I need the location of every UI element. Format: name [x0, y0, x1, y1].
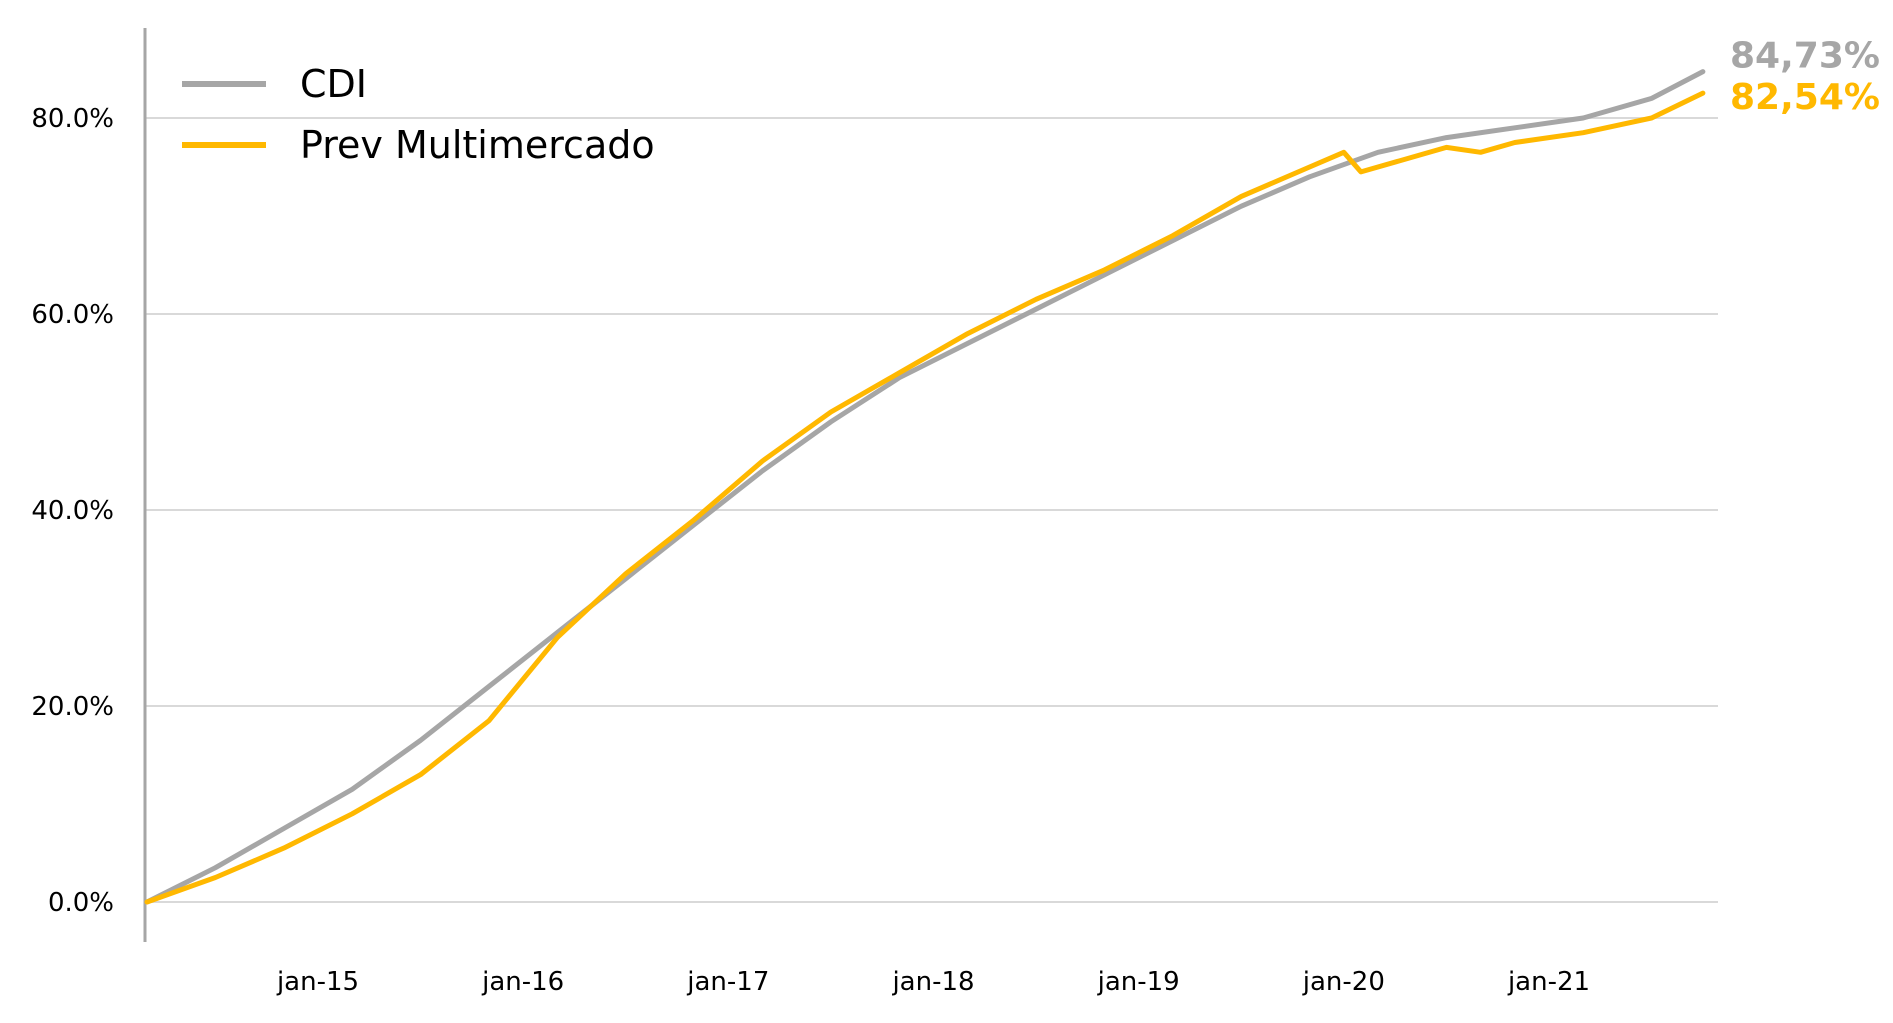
- y-tick-label: 80.0%: [31, 104, 114, 134]
- legend: CDI Prev Multimercado: [182, 62, 655, 167]
- x-tick-label: jan-15: [276, 967, 359, 997]
- series-line-prev-multimercado: [144, 90, 1706, 905]
- series-lines: [144, 69, 1706, 905]
- legend-label: Prev Multimercado: [300, 123, 655, 167]
- series-end-labels: 84,73%82,54%: [1730, 36, 1880, 118]
- x-tick-label: jan-17: [686, 967, 769, 997]
- x-tick-label: jan-19: [1097, 967, 1180, 997]
- y-tick-label: 60.0%: [31, 300, 114, 330]
- end-label-prev-multimercado: 82,54%: [1730, 77, 1880, 118]
- x-tick-label: jan-16: [481, 967, 564, 997]
- series-line-cdi: [144, 69, 1706, 905]
- legend-label: CDI: [300, 62, 367, 106]
- y-tick-label: 40.0%: [31, 496, 114, 526]
- y-tick-label: 20.0%: [31, 692, 114, 722]
- x-tick-label: jan-20: [1302, 967, 1385, 997]
- y-axis-tick-labels: 0.0% 20.0% 40.0% 60.0% 80.0%: [31, 104, 114, 918]
- x-axis-tick-labels: jan-15 jan-16 jan-17 jan-18 jan-19 jan-20 jan-…: [276, 967, 1590, 997]
- end-label-cdi: 84,73%: [1730, 36, 1880, 77]
- x-tick-label: jan-21: [1507, 967, 1590, 997]
- x-tick-label: jan-18: [891, 967, 974, 997]
- gridlines: [145, 117, 1718, 903]
- y-tick-label: 0.0%: [48, 888, 114, 918]
